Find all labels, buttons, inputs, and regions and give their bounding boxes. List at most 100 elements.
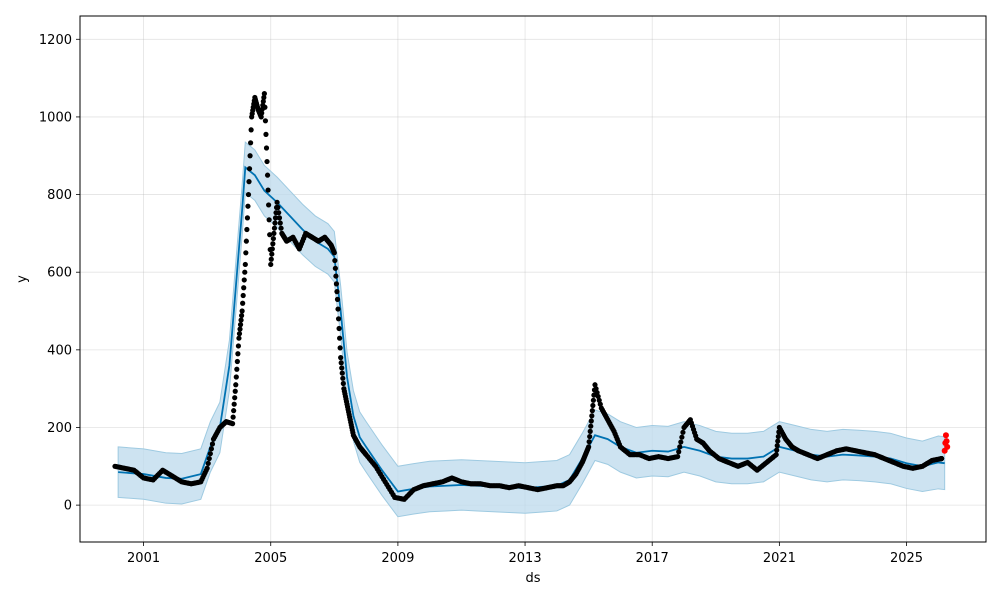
observed-point [238, 317, 244, 323]
y-tick-label: 200 [47, 421, 72, 436]
observed-point [589, 413, 595, 419]
observed-point [247, 153, 253, 159]
grid [80, 16, 986, 542]
observed-point [332, 257, 338, 264]
y-axis-label: y [15, 275, 30, 283]
observed-point [678, 439, 684, 445]
observed-point [241, 277, 247, 283]
y-tick-label: 400 [47, 343, 72, 358]
observed-point [587, 433, 593, 440]
y-tick-label: 1200 [39, 33, 72, 48]
observed-point [243, 238, 249, 244]
observed-point [208, 446, 214, 452]
observed-point [261, 94, 267, 101]
y-tick-label: 800 [47, 188, 72, 203]
observed-point [339, 365, 345, 371]
observed-point [677, 444, 683, 450]
observed-point [590, 402, 596, 409]
observed-point [267, 232, 273, 238]
observed-point [238, 312, 245, 319]
observed-point [230, 414, 236, 420]
observed-point [339, 370, 345, 376]
observed-point [262, 118, 269, 124]
observed-point [269, 251, 275, 257]
observed-point [246, 179, 252, 185]
observed-point [259, 110, 265, 116]
observed-point [232, 388, 238, 394]
observed-point [236, 331, 243, 337]
observed-point [274, 199, 280, 205]
observed-point [340, 380, 346, 387]
observed-point [263, 131, 269, 137]
observed-point [235, 343, 242, 349]
observed-point [261, 91, 267, 97]
observed-point [244, 226, 250, 233]
observed-point [331, 250, 337, 256]
observed-point [269, 246, 275, 252]
observed-point [232, 395, 238, 401]
observed-point [205, 460, 211, 466]
observed-point [275, 204, 281, 211]
observed-point [235, 351, 241, 357]
observed-point [239, 308, 245, 314]
observed-point [263, 145, 270, 151]
observed-point [266, 202, 272, 208]
observed-point [590, 397, 597, 403]
observed-point [586, 444, 592, 450]
x-tick-label: 2025 [890, 551, 923, 566]
observed-point [244, 215, 251, 221]
observed-point [332, 265, 338, 271]
x-tick-label: 2013 [509, 551, 542, 566]
observed-point [277, 220, 283, 226]
observed-point [229, 421, 236, 427]
observed-point [335, 316, 342, 322]
observed-point [265, 187, 271, 193]
observed-point [204, 465, 210, 471]
y-axis: 0 200 400 600 800 1000 1200 [39, 33, 80, 514]
observed-point [262, 104, 268, 110]
observed-point [774, 447, 780, 453]
observed-point [234, 358, 240, 365]
future-point [943, 438, 950, 445]
observed-point [248, 140, 254, 146]
observed-point [676, 449, 682, 455]
x-tick-label: 2017 [636, 551, 669, 566]
observed-point [268, 256, 274, 262]
observed-point [264, 158, 270, 165]
observed-point [245, 203, 251, 209]
observed-point [337, 345, 343, 351]
observed-point [338, 355, 344, 361]
observed-point [272, 215, 279, 221]
observed-point [234, 366, 240, 372]
x-tick-label: 2009 [381, 551, 414, 566]
observed-point [270, 235, 276, 242]
observed-point [209, 441, 216, 447]
observed-point [336, 325, 342, 332]
x-tick-label: 2001 [127, 551, 160, 566]
observed-point [237, 326, 243, 332]
observed-point [938, 455, 945, 462]
future-points [941, 432, 951, 454]
observed-point [337, 335, 343, 341]
observed-point [586, 439, 592, 445]
observed-point [270, 241, 276, 247]
observed-point [242, 269, 248, 275]
observed-point [233, 374, 239, 380]
observed-point [242, 261, 248, 268]
observed-point [679, 434, 685, 440]
observed-point [334, 296, 341, 302]
future-point [944, 443, 951, 450]
observed-point [236, 335, 242, 341]
observed-point [271, 230, 277, 236]
observed-point [268, 261, 274, 268]
plot-frame [79, 15, 987, 543]
y-tick-label: 0 [64, 499, 72, 514]
observed-point [589, 408, 595, 414]
y-tick-label: 1000 [39, 110, 72, 125]
observed-point [338, 360, 344, 366]
observed-point [241, 285, 247, 291]
observed-point [335, 306, 341, 312]
observed-point [774, 442, 780, 449]
observed-point [237, 322, 244, 328]
